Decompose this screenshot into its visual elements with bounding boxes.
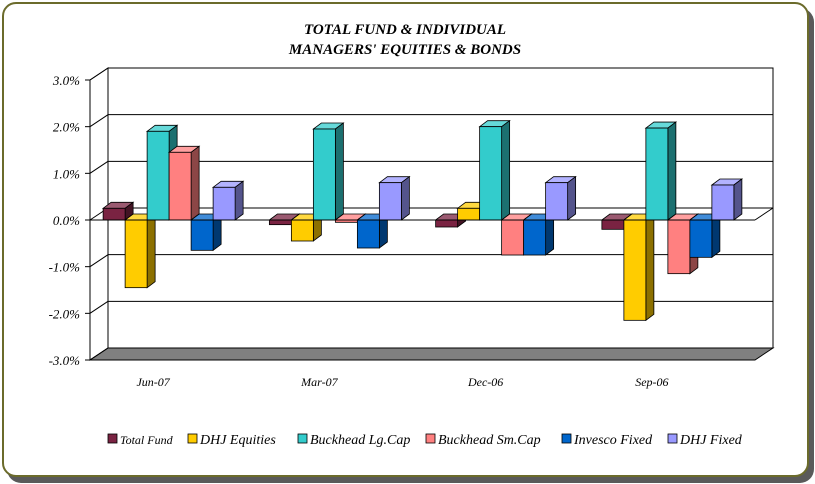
bar-side [667,121,677,221]
legend-swatch [107,433,118,444]
legend-label: Invesco Fixed [573,433,653,448]
legend-swatch [561,433,572,444]
bar-front [312,128,336,221]
bar [644,121,678,221]
bar-front [290,219,314,242]
legend-swatch [187,433,198,444]
bar-front [212,186,236,221]
bar-side [567,175,577,221]
y-tick-label: -2.0% [49,306,81,321]
bar [378,175,411,221]
legend-swatch [297,433,308,444]
x-category-label: Jun-07 [136,375,170,389]
bar-side [146,213,156,289]
bar [622,213,656,322]
gridline-side [89,347,109,361]
y-axis-tick-labels: 3.0% 2.0% 1.0% 0.0% -1.0% -2.0% -3.0% [49,73,81,368]
y-tick-label: 0.0% [53,213,80,228]
bar-front [501,219,525,256]
x-category-label: Dec-06 [467,375,503,389]
legend-swatch [667,433,678,444]
legend-item: Buckhead Lg.Cap [297,433,410,448]
bar-front [667,219,691,275]
y-tick-label: 3.0% [52,73,80,88]
gridline-side [89,254,109,268]
bar [710,178,744,221]
legend-item: Buckhead Sm.Cap [425,433,541,448]
bar-front [190,219,214,251]
bar [101,201,135,221]
bar [544,175,577,221]
bar [123,213,157,289]
bar [312,122,345,221]
bar-front [623,219,647,321]
bar [688,213,722,259]
x-category-label: Mar-07 [300,375,338,389]
bar-side [334,122,344,221]
bar-front [457,207,481,221]
gridline-side [89,114,109,128]
legend-item: Total Fund [107,433,174,447]
gridline-side [89,67,109,81]
y-tick-label: -1.0% [49,260,81,275]
bar-front [545,182,569,221]
bar [167,145,201,221]
bar-front [146,130,170,221]
y-tick-label: 1.0% [53,166,80,181]
y-tick-label: -3.0% [49,353,81,368]
bar [478,119,511,221]
bar-side [645,213,655,322]
bar-front [523,219,547,256]
bar-front [645,127,669,221]
bar-side [501,119,511,221]
x-axis-category-labels: Jun-07 Mar-07 Dec-06 Sep-06 [136,375,668,389]
y-tick-label: 2.0% [53,120,80,135]
zero-line-edge [754,207,774,221]
bar-front [124,219,148,289]
legend-item: Invesco Fixed [561,433,653,448]
gridline-side [89,160,109,174]
gridline-side [89,300,109,314]
chart-title-line-2: MANAGERS' EQUITIES & BONDS [288,42,521,58]
bars [101,119,744,322]
legend-swatch [425,433,436,444]
x-category-label: Sep-06 [635,375,668,389]
floor [88,347,775,361]
legend-label: DHJ Fixed [679,433,743,448]
bar-side [190,145,200,221]
bar-front [378,182,402,221]
bar-front [268,219,292,226]
bar-front [601,219,625,230]
legend-label: Total Fund [120,433,174,447]
bar-front [689,219,713,258]
bar-front [356,219,380,249]
bar-side [234,180,244,221]
bar-side [733,178,743,221]
bar-side [400,175,410,221]
bar-front [102,207,126,221]
bar-front [711,184,735,221]
bar-front [479,126,503,221]
bar-front [168,151,192,221]
legend-label: Buckhead Sm.Cap [438,433,541,448]
axes [85,79,774,361]
legend-item: DHJ Fixed [667,433,743,448]
bar [666,213,700,275]
bar [211,180,245,221]
legend-label: DHJ Equities [199,433,276,448]
legend-label: Buckhead Lg.Cap [310,433,410,448]
bar-front [435,219,459,228]
chart-title-line-1: TOTAL FUND & INDIVIDUAL [304,22,506,38]
legend-item: DHJ Equities [187,433,276,448]
legend: Total Fund DHJ Equities Buckhead Lg.Cap Buc… [107,433,743,448]
